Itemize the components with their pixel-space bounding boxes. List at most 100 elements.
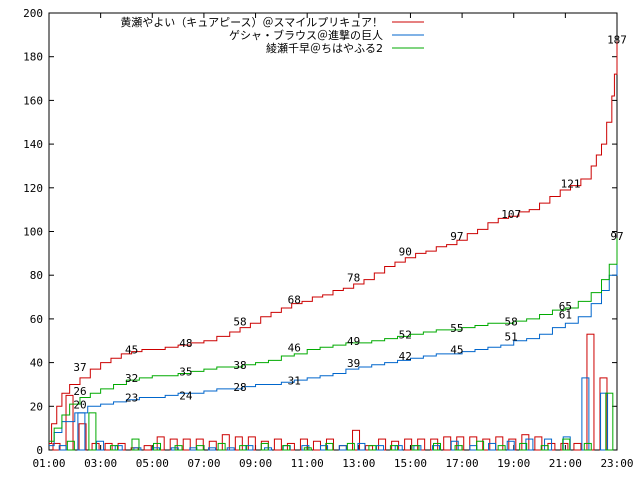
bar-3 — [174, 445, 183, 451]
data-label: 42 — [399, 350, 412, 363]
bar-1 — [234, 436, 243, 451]
bar-3 — [605, 392, 614, 451]
bar-3 — [368, 445, 377, 451]
data-label: 90 — [399, 245, 412, 258]
bar-3 — [562, 438, 571, 451]
bar-3 — [476, 440, 485, 451]
bar-1 — [534, 436, 543, 451]
y-tick-label: 200 — [23, 7, 43, 20]
bar-1 — [52, 442, 61, 451]
bar-3 — [433, 442, 442, 451]
bar-2 — [320, 445, 329, 451]
data-label: 31 — [288, 374, 301, 387]
bar-3 — [454, 445, 463, 451]
data-label: 32 — [125, 372, 138, 385]
data-label: 55 — [450, 322, 463, 335]
bar-1 — [430, 438, 439, 451]
bar-1 — [482, 438, 491, 451]
bar-3 — [260, 442, 269, 451]
x-tick-label: 21:00 — [549, 457, 582, 470]
data-label: 45 — [450, 344, 463, 357]
bar-3 — [411, 445, 420, 451]
bar-1 — [286, 442, 295, 451]
y-tick-label: 20 — [30, 400, 43, 413]
series-line-3 — [49, 238, 618, 442]
data-label: 121 — [561, 178, 581, 191]
bar-1 — [247, 436, 256, 451]
x-tick-label: 11:00 — [291, 457, 324, 470]
bar-1 — [143, 445, 152, 451]
data-label: 38 — [233, 359, 246, 372]
series-line-1 — [49, 41, 618, 444]
y-tick-label: 0 — [36, 444, 43, 457]
bar-2 — [208, 447, 217, 451]
bar-2 — [282, 445, 291, 451]
data-label: 37 — [73, 361, 86, 374]
bar-3 — [346, 442, 355, 451]
bar-3 — [109, 445, 118, 451]
bar-1 — [521, 434, 530, 451]
bar-1 — [469, 436, 478, 451]
y-tick-label: 160 — [23, 94, 43, 107]
bar-1 — [586, 333, 595, 451]
bar-3 — [88, 412, 97, 451]
data-label: 58 — [505, 315, 518, 328]
data-label: 35 — [179, 366, 192, 379]
y-tick-label: 120 — [23, 182, 43, 195]
data-label: 61 — [559, 309, 572, 322]
bar-3 — [131, 438, 140, 451]
bar-3 — [239, 445, 248, 451]
bar-2 — [338, 445, 347, 451]
bar-2 — [469, 445, 478, 451]
bar-3 — [153, 442, 162, 451]
bar-1 — [443, 436, 452, 451]
y-tick-label: 80 — [30, 269, 43, 282]
bar-2 — [525, 438, 534, 451]
bar-1 — [104, 442, 113, 451]
data-label: 68 — [288, 293, 301, 306]
data-label: 45 — [125, 344, 138, 357]
legend-label-1: 黄瀬やよい（キュアピース）＠スマイルプリキュア！ — [120, 15, 383, 29]
bar-3 — [303, 447, 312, 451]
legend-label-3: 綾瀬千早＠ちはやふる2 — [266, 41, 383, 55]
x-tick-label: 09:00 — [239, 457, 272, 470]
bar-1 — [182, 438, 191, 451]
bar-3 — [583, 442, 592, 451]
bar-2 — [488, 442, 497, 451]
bar-3 — [389, 445, 398, 451]
y-tick-label: 60 — [30, 313, 43, 326]
x-tick-label: 13:00 — [342, 457, 375, 470]
x-tick-label: 15:00 — [394, 457, 427, 470]
bar-1 — [495, 436, 504, 451]
bar-2 — [581, 377, 590, 451]
bar-2 — [114, 445, 123, 451]
x-tick-label: 17:00 — [446, 457, 479, 470]
x-tick-label: 23:00 — [600, 457, 633, 470]
x-tick-label: 07:00 — [187, 457, 220, 470]
bar-1 — [273, 438, 282, 451]
bar-2 — [394, 445, 403, 451]
legend-label-2: ゲシャ・ブラウス＠進撃の巨人 — [229, 28, 383, 42]
data-label: 23 — [125, 392, 138, 405]
y-tick-label: 40 — [30, 357, 43, 370]
bar-1 — [378, 438, 387, 451]
bar-3 — [497, 445, 506, 451]
y-tick-label: 100 — [23, 226, 43, 239]
bar-2 — [96, 440, 105, 451]
data-label: 26 — [73, 385, 86, 398]
bar-1 — [404, 438, 413, 451]
data-label: 24 — [179, 390, 193, 403]
data-label: 97 — [450, 230, 463, 243]
data-label: 52 — [399, 328, 412, 341]
bar-2 — [226, 447, 235, 451]
data-label: 65 — [559, 300, 572, 313]
data-label: 20 — [73, 398, 86, 411]
bar-2 — [376, 445, 385, 451]
bar-3 — [540, 445, 549, 451]
x-tick-label: 01:00 — [32, 457, 65, 470]
bar-1 — [560, 442, 569, 451]
data-label: 48 — [179, 337, 192, 350]
data-label: 58 — [233, 315, 246, 328]
bar-1 — [221, 434, 230, 451]
